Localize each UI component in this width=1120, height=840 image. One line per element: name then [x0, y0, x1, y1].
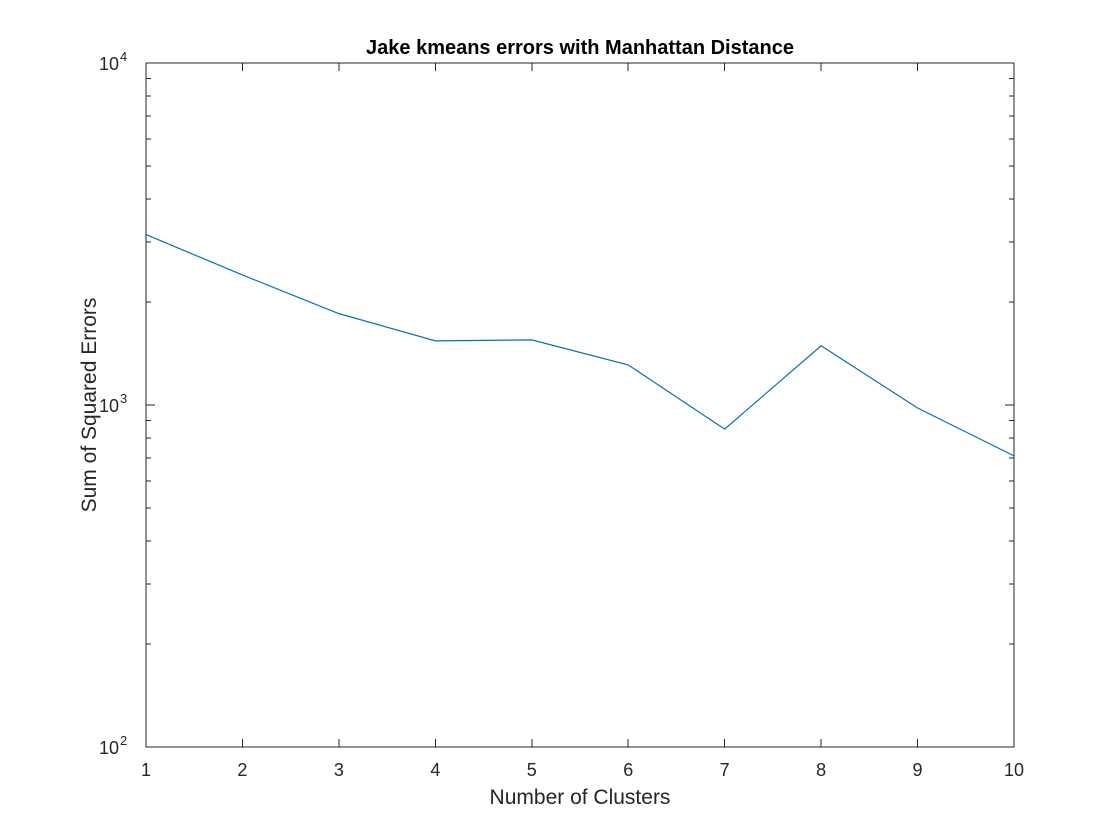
x-axis-label: Number of Clusters [490, 786, 671, 809]
y-tick-label-base: 10 [99, 54, 119, 74]
x-tick-label: 1 [141, 760, 151, 780]
x-tick-label: 6 [623, 760, 633, 780]
x-tick-label: 4 [430, 760, 440, 780]
x-tick-label: 8 [816, 760, 826, 780]
chart-title: Jake kmeans errors with Manhattan Distan… [366, 37, 794, 59]
series-line [145, 234, 1015, 457]
x-tick-label: 3 [334, 760, 344, 780]
x-tick-label: 10 [1004, 760, 1024, 780]
x-tick-label: 7 [720, 760, 730, 780]
y-tick-label-exponent: 3 [120, 391, 127, 406]
x-tick-label: 2 [237, 760, 247, 780]
y-tick-label-exponent: 4 [120, 49, 127, 64]
x-tick-label: 9 [913, 760, 923, 780]
axes-box [145, 62, 1015, 748]
x-tick-label: 5 [527, 760, 537, 780]
y-tick-label-base: 10 [99, 738, 119, 758]
y-tick-label-exponent: 2 [120, 733, 127, 748]
series-group [145, 234, 1015, 457]
x-ticks: 1 2 3 4 5 6 7 8 9 10 [141, 63, 1024, 780]
y-tick-label-base: 10 [99, 396, 119, 416]
y-axis-label: Sum of Squared Errors [78, 298, 101, 513]
